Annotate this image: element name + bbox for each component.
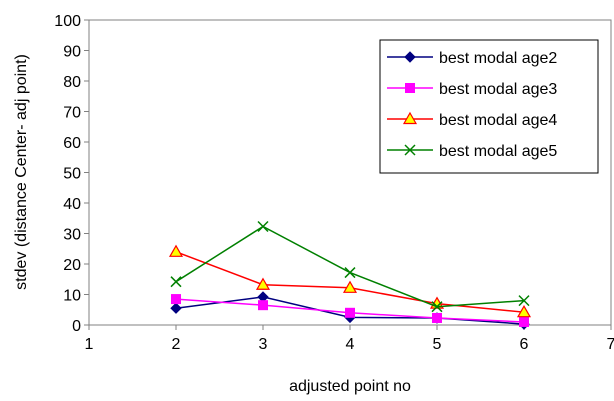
plot-area bbox=[88, 19, 612, 326]
data-point bbox=[432, 312, 442, 323]
y-tick-label: 30 bbox=[63, 227, 81, 244]
x-axis-title: adjusted point no bbox=[289, 378, 411, 395]
legend-marker bbox=[405, 83, 415, 93]
x-tick-label: 7 bbox=[607, 336, 614, 353]
legend-label: best modal age2 bbox=[439, 50, 557, 67]
x-tick-label: 5 bbox=[433, 336, 442, 353]
series-2 bbox=[171, 294, 529, 327]
legend-marker bbox=[404, 144, 416, 156]
data-point bbox=[344, 267, 356, 279]
x-tick-label: 6 bbox=[520, 336, 529, 353]
legend-items: best modal age2 best modal age3 best modal… bbox=[387, 50, 557, 160]
data-point bbox=[345, 307, 355, 318]
legend-entry: best modal age5 bbox=[387, 143, 557, 160]
legend: best modal age2 best modal age3 best modal… bbox=[379, 39, 599, 174]
data-point bbox=[519, 316, 529, 327]
y-tick-label: 20 bbox=[63, 257, 81, 274]
series-layer bbox=[168, 220, 532, 330]
data-point bbox=[168, 244, 184, 257]
data-point bbox=[342, 280, 358, 293]
data-point bbox=[518, 295, 530, 307]
legend-marker bbox=[402, 111, 418, 125]
x-tick-label: 3 bbox=[259, 336, 268, 353]
legend-entry: best modal age3 bbox=[387, 81, 557, 98]
y-tick-label: 10 bbox=[63, 288, 81, 305]
legend-entry: best modal age4 bbox=[387, 111, 557, 129]
series-3 bbox=[168, 244, 532, 318]
y-tick-label: 100 bbox=[54, 13, 81, 30]
data-point bbox=[516, 304, 532, 318]
series-line bbox=[175, 225, 525, 308]
y-tick-label: 80 bbox=[63, 74, 81, 91]
y-tick-label: 60 bbox=[63, 135, 81, 152]
data-point bbox=[171, 294, 181, 305]
y-tick-label: 50 bbox=[63, 166, 81, 183]
legend-label: best modal age3 bbox=[439, 81, 557, 98]
x-tick-label: 1 bbox=[85, 336, 94, 353]
y-tick-label: 90 bbox=[63, 44, 81, 61]
data-point bbox=[255, 277, 271, 290]
legend-label: best modal age5 bbox=[439, 143, 557, 160]
data-point bbox=[257, 220, 269, 233]
data-point bbox=[258, 300, 268, 311]
y-tick-label: 70 bbox=[63, 105, 81, 122]
legend-box bbox=[379, 39, 599, 174]
y-axis-title: stdev (distance Center- adj point) bbox=[13, 54, 30, 290]
data-point bbox=[170, 302, 182, 314]
y-tick-label: 40 bbox=[63, 196, 81, 213]
legend-entry: best modal age2 bbox=[387, 50, 557, 67]
series-4 bbox=[170, 220, 530, 313]
x-tick-label: 4 bbox=[346, 336, 355, 353]
y-tick-label: 0 bbox=[72, 318, 81, 335]
x-axis-ticks: 1 2 3 4 5 6 7 bbox=[85, 325, 614, 353]
y-axis-ticks: 0 10 20 30 40 50 60 70 80 90 100 bbox=[54, 13, 89, 335]
legend-marker bbox=[404, 51, 416, 63]
data-point bbox=[431, 301, 443, 313]
legend-label: best modal age4 bbox=[439, 112, 557, 129]
x-tick-label: 2 bbox=[172, 336, 181, 353]
data-point bbox=[170, 276, 182, 288]
